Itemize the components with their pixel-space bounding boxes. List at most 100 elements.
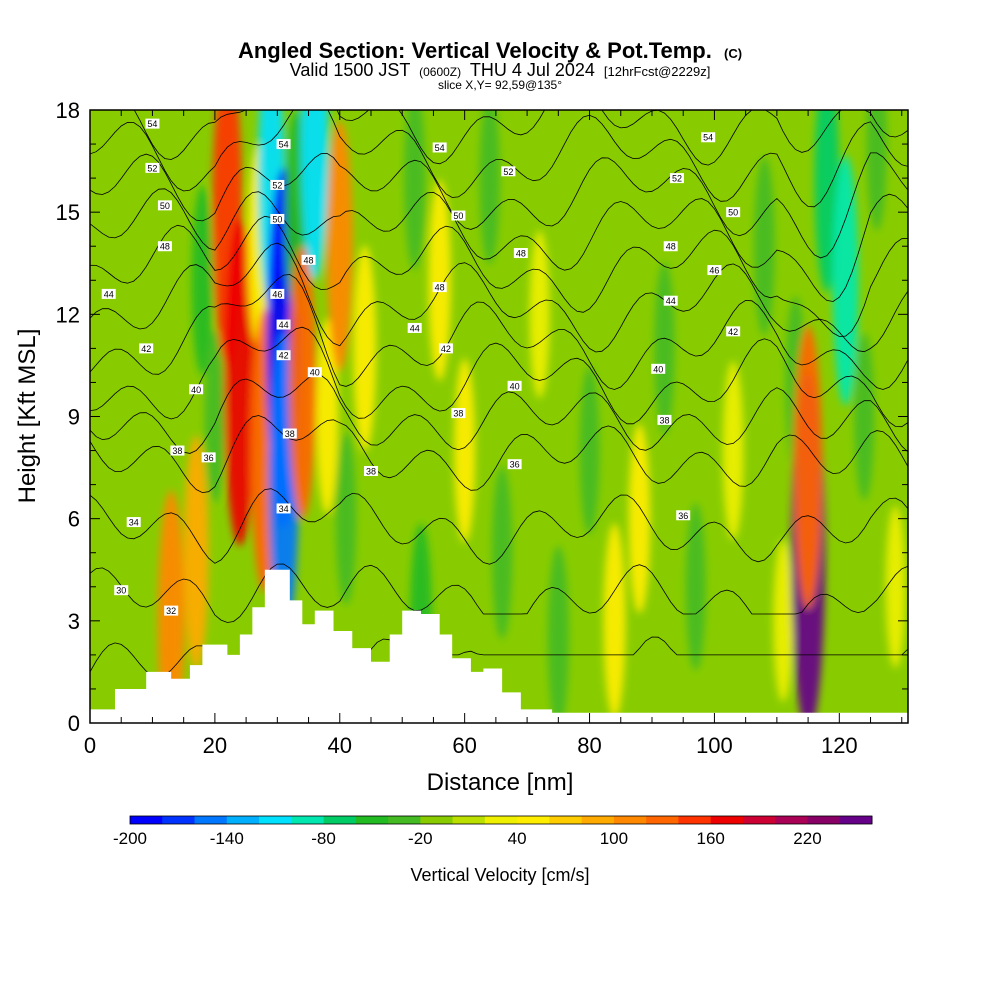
contour-label-bg	[270, 288, 285, 299]
contour-label-17: 44	[276, 319, 291, 330]
contour-label-7: 38	[170, 445, 185, 456]
colorbar-frame	[129, 815, 873, 825]
contour-label-bg	[432, 142, 447, 153]
contour-label-1: 52	[145, 162, 160, 173]
contour-label-text: 32	[166, 606, 176, 616]
w-cell-28	[547, 545, 569, 723]
colorbar-swatch	[839, 816, 873, 824]
contour-label-text: 34	[129, 518, 139, 528]
w-cell-44	[866, 110, 887, 231]
colorbar-swatch	[259, 816, 292, 824]
contour-label-11: 32	[164, 605, 179, 616]
contour-label-bg	[114, 585, 129, 596]
w-cell-3	[183, 435, 209, 670]
contour-label-text: 42	[441, 344, 451, 354]
colorbar-swatch	[452, 816, 486, 824]
valid-zulu: (0600Z)	[419, 65, 461, 79]
colorbar-swatch	[517, 816, 550, 824]
contour-label-bg	[663, 295, 678, 306]
forecast-info: [12hrFcst@2229z]	[604, 64, 710, 79]
contour-label-bg	[157, 200, 172, 211]
contour-label-bg	[407, 322, 422, 333]
contour-label-41: 38	[657, 414, 672, 425]
contour-label-bg	[307, 367, 322, 378]
y-tick-label: 6	[68, 507, 80, 532]
contour-label-27: 48	[432, 282, 447, 293]
x-axis-label: Distance [nm]	[427, 769, 574, 796]
contour-label-bg	[701, 132, 716, 143]
contour-label-bg	[438, 343, 453, 354]
colorbar-tick-label: 220	[793, 829, 821, 848]
colorbar-swatch	[549, 816, 583, 824]
contour-label-text: 52	[147, 163, 157, 173]
w-cell-42	[832, 155, 859, 406]
contour-label-19: 40	[307, 367, 322, 378]
w-cell-33	[654, 261, 675, 435]
w-cell-7	[224, 218, 256, 546]
contour-label-text: 50	[453, 211, 463, 221]
contour-label-bg	[501, 166, 516, 177]
colorbar-swatch	[775, 816, 808, 824]
contour-label-bg	[276, 139, 291, 150]
colorbar-tick-label: -200	[113, 829, 147, 848]
contour-label-25: 50	[451, 210, 466, 221]
contour-label-text: 52	[272, 180, 282, 190]
contour-label-text: 48	[435, 283, 445, 293]
theta-contour-44	[90, 242, 908, 353]
colorbar-swatch	[130, 816, 163, 824]
theta-contour-38	[90, 374, 908, 454]
contour-label-bg	[270, 179, 285, 190]
contour-label-4: 44	[101, 288, 116, 299]
contour-label-text: 36	[204, 453, 214, 463]
contour-label-bg	[189, 384, 204, 395]
w-cell-31	[617, 165, 637, 328]
contour-label-37: 46	[707, 265, 722, 276]
contour-label-bg	[157, 241, 172, 252]
contour-label-text: 38	[285, 429, 295, 439]
contour-label-0: 54	[145, 118, 160, 129]
contour-label-30: 40	[507, 380, 522, 391]
contour-label-text: 46	[709, 266, 719, 276]
contour-label-9: 34	[126, 517, 141, 528]
w-cell-15	[300, 110, 329, 281]
colorbar: -200 -140 -80 -20 40 100 160 220	[113, 815, 873, 848]
w-cell-24	[454, 358, 476, 543]
valid-time: Valid 1500 JST	[290, 60, 411, 80]
contour-label-text: 44	[410, 323, 420, 333]
colorbar-swatch	[420, 816, 454, 824]
contour-label-15: 48	[301, 254, 316, 265]
x-tick-label: 0	[84, 733, 96, 758]
contour-label-2: 50	[157, 200, 172, 211]
colorbar-swatch	[226, 816, 260, 824]
y-axis-label: Height [Kft MSL]	[14, 329, 41, 504]
colorbar-swatch	[162, 816, 196, 824]
contour-label-21: 34	[276, 503, 291, 514]
contour-label-38: 44	[663, 295, 678, 306]
contour-label-text: 42	[728, 327, 738, 337]
contour-label-6: 40	[189, 384, 204, 395]
contour-label-bg	[513, 248, 528, 259]
x-tick-label: 60	[452, 733, 476, 758]
contour-label-32: 36	[507, 459, 522, 470]
colorbar-swatch	[291, 816, 325, 824]
contour-label-bg	[451, 408, 466, 419]
contour-label-24: 52	[501, 166, 516, 177]
theta-contour-50	[90, 152, 908, 259]
contour-labels: 54 52 50 48 44 42 40 38 36 34 30 32 54 52 50 48 46 44 42 40…	[101, 118, 741, 616]
colorbar-swatch	[484, 816, 518, 824]
contour-label-34: 52	[669, 173, 684, 184]
colorbar-tick-label: 40	[508, 829, 527, 848]
contour-label-36: 48	[663, 241, 678, 252]
contour-label-text: 44	[104, 289, 114, 299]
contour-label-text: 48	[666, 242, 676, 252]
w-cell-34	[685, 503, 706, 671]
contour-label-bg	[301, 254, 316, 265]
colorbar-swatch	[613, 816, 647, 824]
x-axis: 0 20 40 60 80 100 120	[84, 110, 903, 758]
w-cell-14	[288, 246, 317, 519]
contour-label-text: 54	[703, 133, 713, 143]
terrain-profile	[90, 569, 908, 723]
contour-label-text: 30	[116, 586, 126, 596]
